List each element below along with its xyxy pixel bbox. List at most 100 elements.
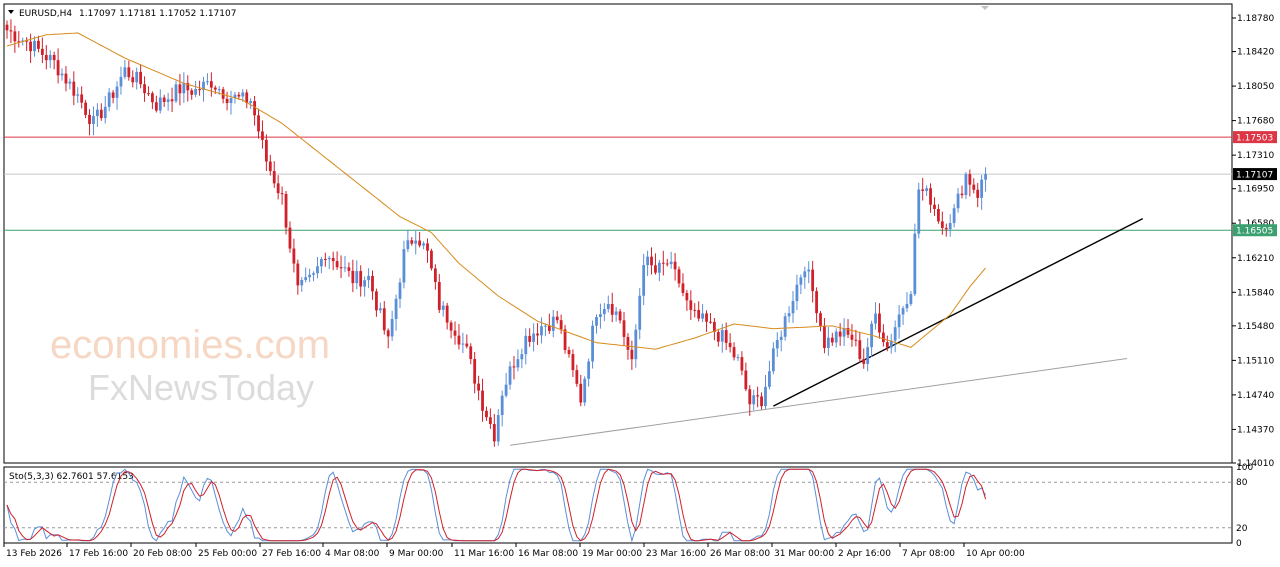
candle-body — [764, 386, 767, 407]
candle-body — [705, 313, 708, 322]
candle-body — [162, 97, 166, 102]
candle-body — [850, 334, 854, 340]
candle-body — [917, 189, 921, 234]
candle-body — [213, 87, 217, 90]
price-tick-label: 1.16210 — [1237, 254, 1274, 264]
candle-body — [386, 330, 390, 337]
candle-body — [508, 366, 512, 385]
candle — [885, 335, 889, 352]
candle-body — [638, 295, 642, 330]
candle — [457, 324, 461, 350]
stochastic-signal-line — [6, 468, 987, 542]
candle-body — [972, 184, 976, 190]
candle-body — [111, 92, 115, 98]
candle — [783, 312, 787, 341]
candle-body — [488, 417, 492, 425]
candle-body — [948, 222, 952, 230]
candle-body — [186, 82, 190, 91]
candle — [850, 324, 854, 347]
candle-body — [139, 71, 143, 85]
candle — [272, 161, 276, 188]
candle — [496, 409, 500, 446]
candle-body — [363, 280, 367, 287]
candle — [469, 343, 473, 365]
candle — [162, 94, 166, 107]
candle-body — [52, 54, 56, 61]
candle-body — [587, 361, 591, 379]
candle-body — [579, 383, 583, 403]
candle — [823, 318, 826, 354]
candle-body — [536, 333, 539, 336]
candle-body — [933, 204, 936, 209]
candle — [488, 408, 492, 429]
candle-body — [268, 161, 272, 172]
candle-body — [878, 313, 881, 333]
moving-average-line — [6, 32, 986, 350]
candle-body — [430, 250, 433, 269]
candle — [799, 274, 803, 295]
candle — [288, 221, 292, 253]
candle — [378, 302, 382, 314]
candle — [520, 348, 524, 369]
candle-body — [689, 300, 693, 310]
candle — [736, 354, 740, 362]
candle — [705, 310, 708, 332]
candle — [540, 317, 543, 344]
candle — [599, 303, 602, 329]
candle-body — [661, 262, 665, 264]
candle-body — [524, 335, 528, 355]
candle — [296, 259, 300, 295]
candle — [249, 98, 253, 110]
candle — [512, 356, 516, 380]
candle-body — [485, 410, 488, 418]
candle-body — [276, 183, 280, 194]
candle-body — [606, 303, 610, 310]
candle-body — [355, 271, 359, 284]
candle — [756, 386, 760, 408]
candle — [657, 259, 661, 282]
stochastic-tick-label: 20 — [1236, 524, 1248, 534]
candle-body — [823, 325, 826, 348]
candle — [371, 270, 374, 300]
candle — [819, 311, 822, 332]
candle-body — [610, 303, 614, 315]
candle-body — [960, 193, 964, 196]
candle-body — [9, 30, 13, 32]
candle — [190, 88, 194, 100]
candle — [48, 50, 52, 69]
candle — [622, 311, 626, 346]
stochastic-tick-label: 0 — [1236, 539, 1242, 549]
candle — [944, 223, 948, 237]
candle-body — [469, 346, 473, 360]
candle-body — [909, 294, 913, 304]
candle-body — [237, 94, 241, 97]
candle-body — [500, 395, 504, 416]
candle — [465, 334, 469, 349]
candle — [897, 305, 901, 339]
candle — [854, 329, 858, 347]
candle — [52, 51, 56, 70]
candle — [610, 292, 614, 323]
candle-body — [103, 106, 107, 119]
candle — [453, 321, 457, 345]
price-tick-label: 1.15480 — [1237, 322, 1274, 332]
candle-body — [127, 67, 131, 78]
candle-body — [889, 340, 893, 348]
candle-body — [846, 328, 850, 335]
candle — [650, 247, 653, 275]
candle-body — [335, 261, 339, 268]
candle — [811, 260, 815, 303]
candle — [485, 406, 488, 421]
resistance-price-label: 1.17503 — [1236, 134, 1273, 144]
candle — [881, 324, 885, 347]
candle — [567, 346, 571, 358]
candle — [925, 185, 929, 197]
rising-trendline — [773, 217, 1144, 407]
candle — [728, 333, 732, 353]
candle-body — [457, 335, 461, 345]
candle — [551, 309, 555, 338]
price-tick-label: 1.17680 — [1237, 117, 1274, 127]
candle — [154, 95, 158, 113]
candle — [304, 267, 308, 283]
stochastic-main-line — [6, 468, 987, 543]
